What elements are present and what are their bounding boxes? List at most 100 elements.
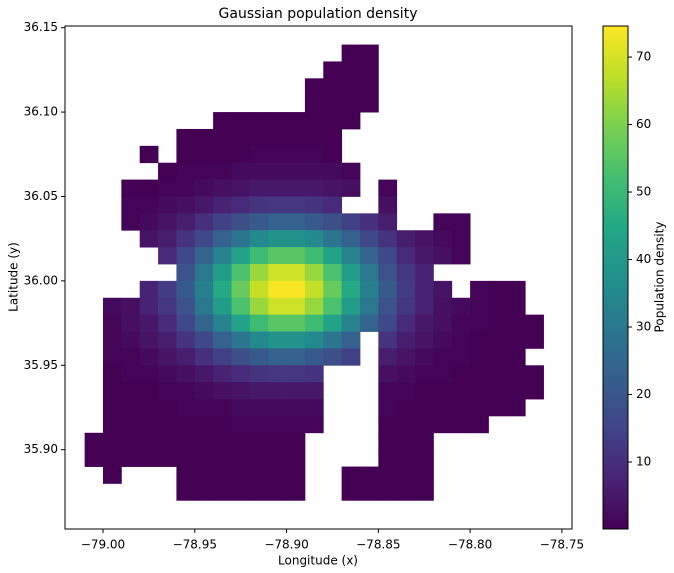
heatmap-cell: [304, 145, 324, 164]
heatmap-cell: [231, 213, 251, 231]
heatmap-cell: [176, 230, 196, 248]
heatmap-cell: [341, 280, 361, 299]
heatmap-cell: [139, 432, 159, 451]
heatmap-cell: [231, 399, 251, 417]
heatmap-cell: [158, 331, 177, 349]
heatmap-cell: [268, 466, 287, 484]
heatmap-cell: [268, 415, 287, 434]
heatmap-cell: [158, 213, 177, 231]
heatmap-cell: [451, 314, 471, 332]
heatmap-cell: [121, 314, 141, 332]
heatmap-cell: [304, 399, 324, 417]
heatmap-cell: [268, 162, 287, 181]
heatmap-cell: [176, 280, 196, 299]
heatmap-cell: [341, 78, 361, 96]
heatmap-cell: [176, 399, 196, 417]
heatmap-cell: [451, 331, 471, 349]
heatmap-cell: [249, 415, 269, 434]
heatmap-cell: [304, 348, 324, 366]
heatmap-cell: [139, 230, 159, 248]
heatmap-cell: [451, 297, 471, 316]
heatmap-cell: [176, 314, 196, 332]
heatmap-cell: [488, 331, 508, 349]
heatmap-cell: [249, 247, 269, 265]
heatmap-cell: [176, 432, 196, 451]
heatmap-cell: [176, 297, 196, 316]
heatmap-cell: [139, 449, 159, 467]
heatmap-cell: [176, 213, 196, 231]
heatmap-cell: [249, 399, 269, 417]
heatmap-cell: [433, 415, 453, 434]
heatmap-cell: [378, 314, 398, 332]
heatmap-cell: [341, 247, 361, 265]
heatmap-cell: [396, 415, 416, 434]
heatmap-cell: [213, 415, 232, 434]
heatmap-cell: [139, 399, 159, 417]
heatmap-cell: [286, 145, 306, 164]
heatmap-cell: [286, 432, 306, 451]
heatmap-cell: [470, 280, 489, 299]
heatmap-cell: [231, 179, 251, 197]
heatmap-cell: [268, 247, 287, 265]
heatmap-cell: [121, 196, 141, 214]
heatmap-cell: [286, 365, 306, 383]
heatmap-cell: [176, 483, 196, 501]
heatmap-cell: [102, 449, 122, 467]
x-tick-label: −78.85: [356, 538, 400, 552]
y-tick-label: 36.10: [24, 105, 58, 119]
heatmap-cell: [121, 399, 141, 417]
heatmap-cell: [102, 399, 122, 417]
x-tick-label: −78.75: [540, 538, 584, 552]
heatmap-cell: [176, 466, 196, 484]
heatmap-cell: [102, 314, 122, 332]
heatmap-cell: [231, 449, 251, 467]
heatmap-cell: [359, 263, 379, 282]
heatmap-cell: [158, 399, 177, 417]
heatmap-cell: [323, 145, 343, 164]
heatmap-cell: [139, 382, 159, 400]
heatmap-cell: [194, 314, 214, 332]
heatmap-cell: [433, 230, 453, 248]
heatmap-cell: [378, 230, 398, 248]
heatmap-cell: [415, 382, 434, 400]
heatmap-cell: [415, 449, 434, 467]
heatmap-cell: [359, 314, 379, 332]
heatmap-cell: [268, 365, 287, 383]
heatmap-cell: [433, 331, 453, 349]
heatmap-cell: [488, 399, 508, 417]
heatmap-cell: [249, 213, 269, 231]
heatmap-cell: [470, 297, 489, 316]
heatmap-cell: [231, 263, 251, 282]
heatmap-cell: [304, 128, 324, 147]
heatmap-cell: [378, 399, 398, 417]
heatmap-cell: [249, 145, 269, 164]
heatmap-cell: [213, 331, 232, 349]
heatmap-cell: [378, 247, 398, 265]
heatmap-cell: [323, 297, 343, 316]
heatmap-cell: [286, 179, 306, 197]
heatmap-cell: [176, 263, 196, 282]
heatmap-cell: [176, 179, 196, 197]
heatmap-cell: [194, 213, 214, 231]
heatmap-cell: [194, 230, 214, 248]
heatmap-cell: [396, 466, 416, 484]
heatmap-cell: [231, 365, 251, 383]
heatmap-cell: [341, 179, 361, 197]
heatmap-cell: [213, 162, 232, 181]
heatmap-cell: [268, 230, 287, 248]
heatmap-cell: [304, 196, 324, 214]
heatmap-cell: [396, 314, 416, 332]
heatmap-cell: [396, 483, 416, 501]
heatmap-cell: [268, 263, 287, 282]
heatmap-cell: [286, 196, 306, 214]
heatmap-cell: [213, 247, 232, 265]
heatmap-cell: [341, 112, 361, 130]
x-axis-label: Longitude (x): [278, 554, 358, 568]
heatmap-cell: [231, 466, 251, 484]
heatmap-cell: [396, 247, 416, 265]
y-axis-label: Latitude (y): [7, 242, 21, 312]
heatmap-cell: [194, 297, 214, 316]
heatmap-cell: [121, 415, 141, 434]
heatmap-cell: [506, 331, 526, 349]
heatmap-cell: [176, 145, 196, 164]
